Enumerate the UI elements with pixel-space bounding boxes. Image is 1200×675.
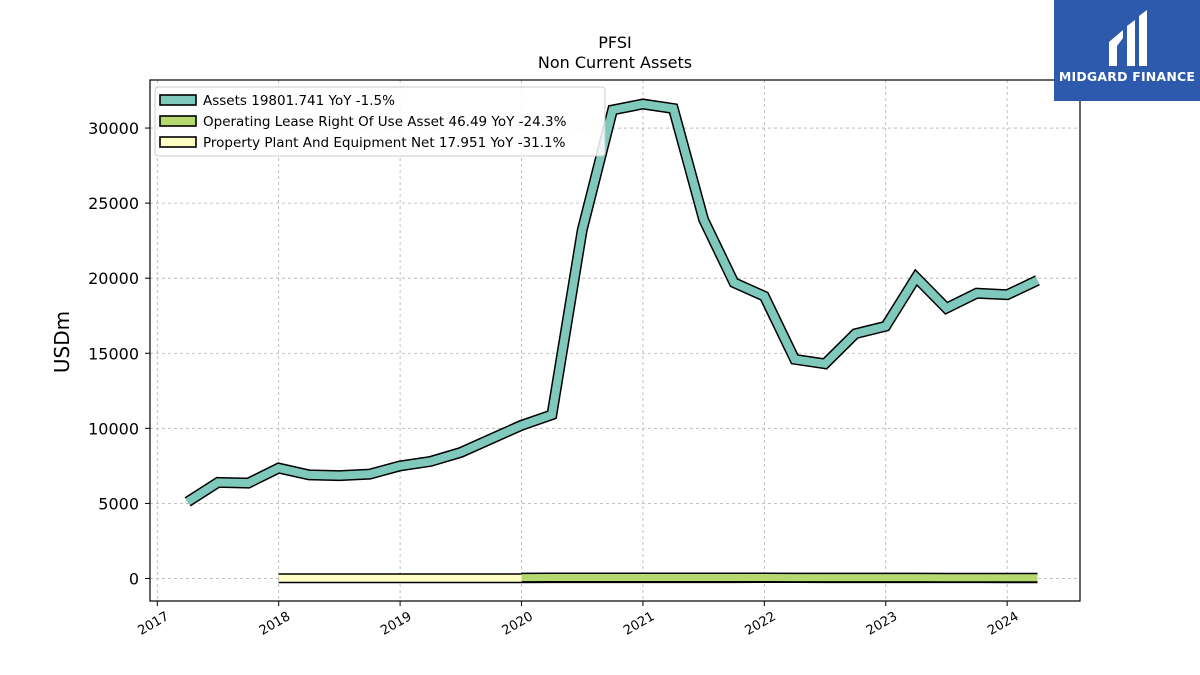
legend-label: Assets 19801.741 YoY -1.5% bbox=[203, 93, 395, 109]
x-tick-label: 2020 bbox=[500, 609, 536, 639]
x-tick-label: 2023 bbox=[864, 609, 900, 639]
series-line-0 bbox=[185, 99, 1040, 506]
axes-frame bbox=[149, 79, 1081, 602]
chart-subtitle: Non Current Assets bbox=[538, 53, 692, 72]
y-tick-label: 25000 bbox=[88, 194, 139, 213]
x-tick-label: 2017 bbox=[135, 609, 171, 639]
legend-frame bbox=[154, 86, 606, 157]
y-tick-label: 0 bbox=[129, 569, 139, 588]
y-tick-label: 10000 bbox=[88, 419, 139, 438]
x-tick-label: 2021 bbox=[621, 609, 657, 639]
series-layer bbox=[184, 98, 1040, 584]
legend-swatch bbox=[159, 136, 197, 148]
brand-name: MIDGARD FINANCE bbox=[1058, 69, 1196, 84]
legend-label: Property Plant And Equipment Net 17.951 … bbox=[203, 135, 566, 151]
x-axis: 2017 2018 2019 2020 2021 2022 2023 2024 bbox=[135, 601, 1021, 639]
grid bbox=[150, 80, 1080, 601]
x-tick-label: 2018 bbox=[257, 609, 293, 639]
y-tick-label: 30000 bbox=[88, 119, 139, 138]
brand-logo-box: MIDGARD FINANCE bbox=[1054, 0, 1200, 101]
x-tick-label: 2019 bbox=[378, 609, 414, 639]
legend-swatch bbox=[159, 115, 197, 127]
midgard-logo-icon bbox=[1109, 10, 1147, 66]
chart-title: PFSI bbox=[598, 33, 631, 52]
x-tick-label: 2024 bbox=[985, 609, 1021, 639]
x-tick-label: 2022 bbox=[743, 609, 779, 639]
y-tick-label: 20000 bbox=[88, 269, 139, 288]
legend-swatch bbox=[159, 94, 197, 106]
legend: Assets 19801.741 YoY -1.5% Operating Leas… bbox=[154, 86, 606, 157]
y-tick-label: 5000 bbox=[98, 494, 139, 513]
y-tick-label: 15000 bbox=[88, 344, 139, 363]
series-outline-0 bbox=[184, 98, 1040, 507]
legend-label: Operating Lease Right Of Use Asset 46.49… bbox=[203, 114, 567, 130]
y-axis-label: USDm bbox=[50, 311, 74, 373]
y-axis: 0 5000 10000 15000 20000 25000 30000 bbox=[88, 119, 150, 588]
